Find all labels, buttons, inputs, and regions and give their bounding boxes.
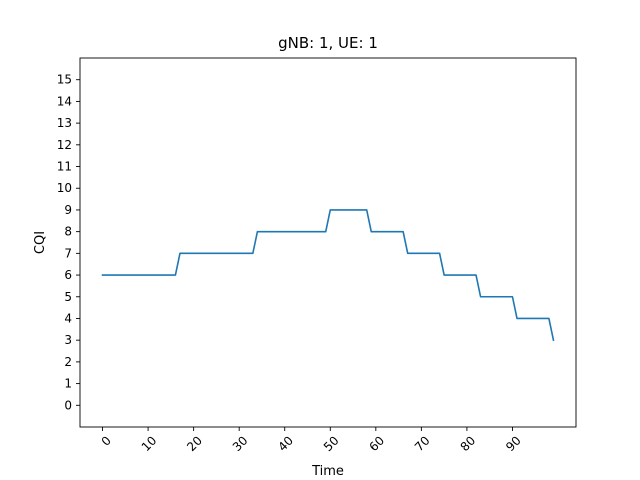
y-tick-label: 2 — [64, 355, 72, 369]
y-axis-label: CQI — [33, 231, 48, 254]
y-tick-label: 12 — [57, 138, 72, 152]
y-tick-label: 3 — [64, 333, 72, 347]
y-tick-label: 0 — [64, 398, 72, 412]
y-tick-label: 13 — [57, 116, 72, 130]
y-tick-label: 8 — [64, 225, 72, 239]
y-tick-label: 7 — [64, 246, 72, 260]
y-tick-label: 5 — [64, 290, 72, 304]
y-tick-label: 14 — [57, 94, 72, 108]
series-line-0 — [101, 209, 555, 342]
y-tick-label: 4 — [64, 311, 72, 325]
y-tick-label: 11 — [57, 160, 72, 174]
y-tick-label: 6 — [64, 268, 72, 282]
y-tick-label: 1 — [64, 377, 72, 391]
chart-title: gNB: 1, UE: 1 — [278, 34, 378, 52]
y-tick-label: 10 — [57, 181, 72, 195]
y-tick-label: 9 — [64, 203, 72, 217]
axes-frame — [79, 57, 577, 428]
x-axis-label: Time — [311, 464, 344, 479]
y-tick-label: 15 — [57, 73, 72, 87]
